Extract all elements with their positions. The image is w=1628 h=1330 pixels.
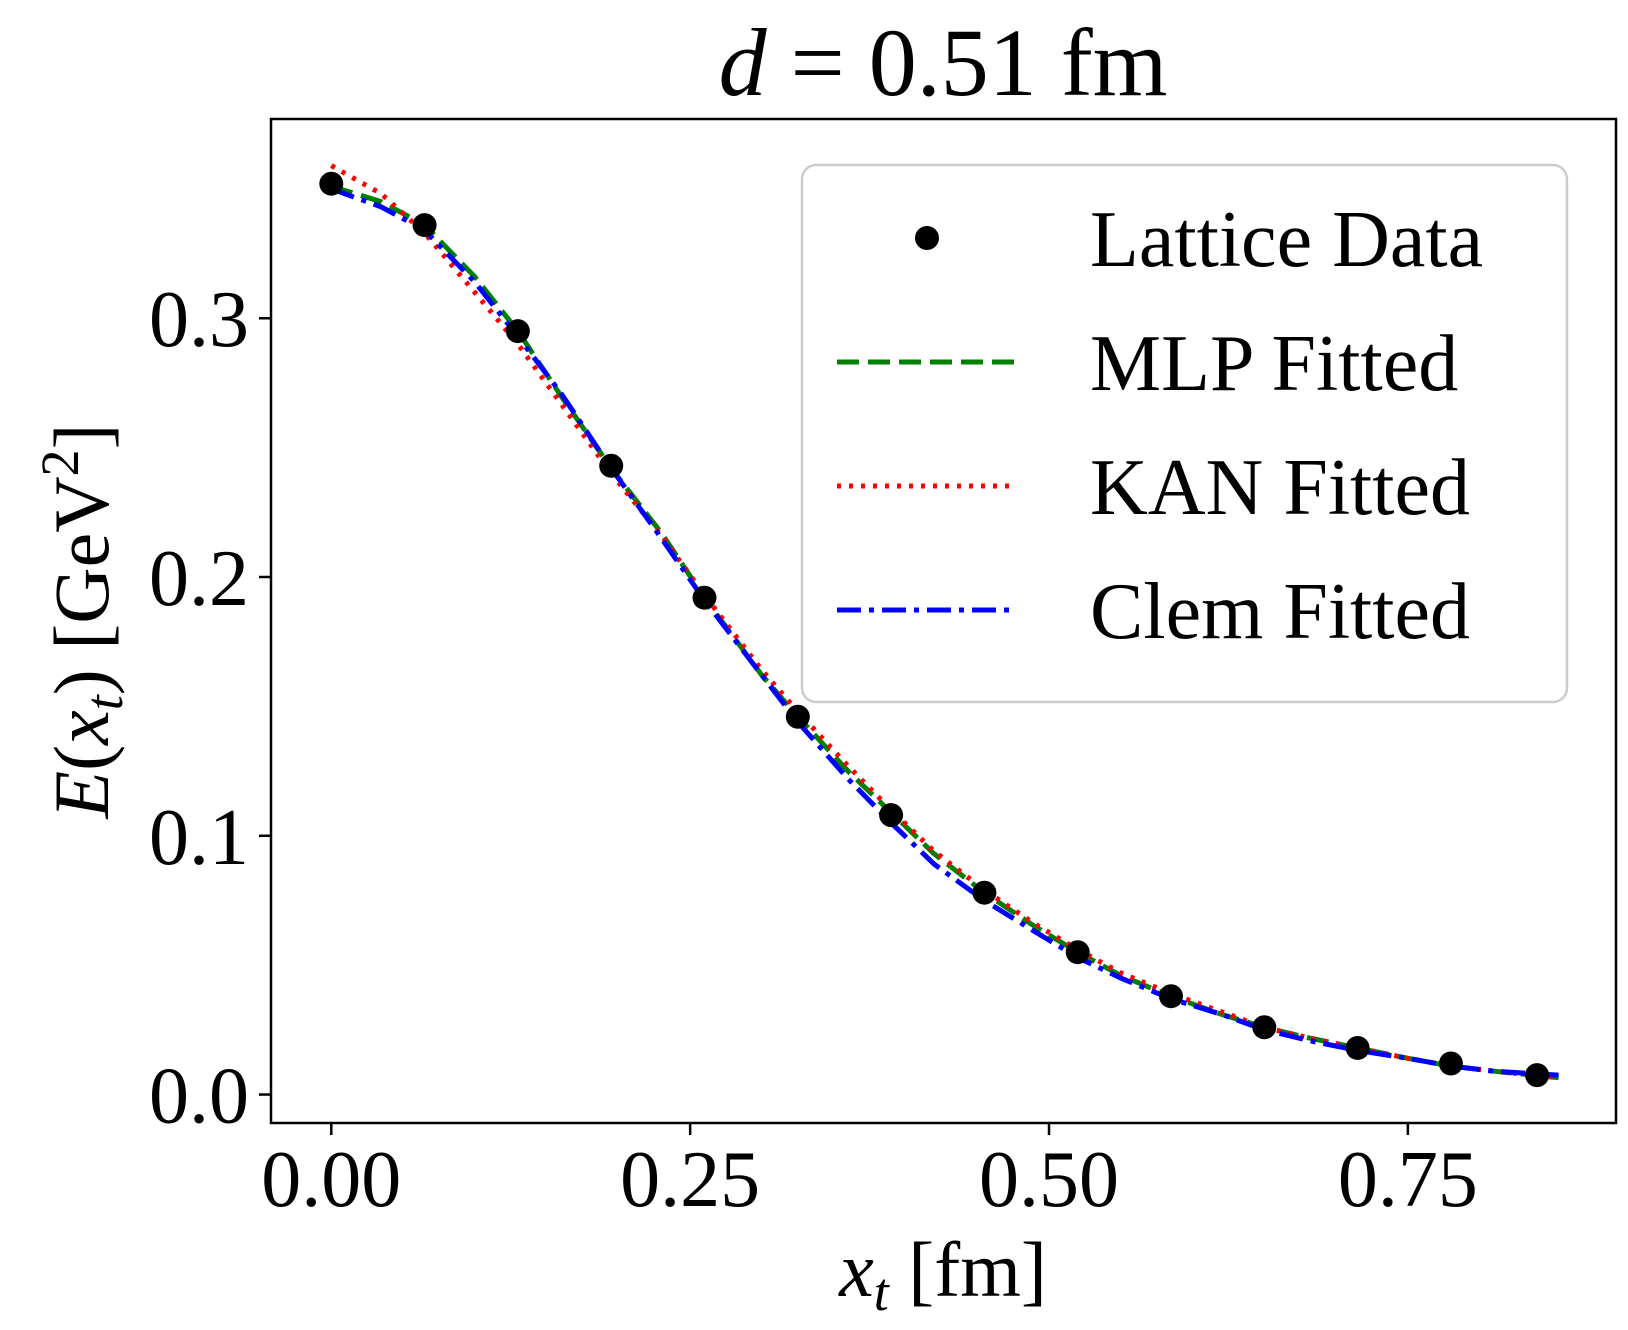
plot-area <box>269 117 1618 1125</box>
data-point <box>972 880 997 905</box>
data-point <box>785 704 810 729</box>
data-point <box>1438 1051 1463 1076</box>
x-tick-label: 0.00 <box>261 1136 401 1224</box>
legend-entries: Lattice Data MLP Fitted KAN Fitted Clem Fit… <box>837 196 1483 656</box>
x-axis-label-var: x <box>838 1226 874 1313</box>
legend-frame <box>800 163 1569 704</box>
data-point <box>1252 1015 1277 1040</box>
data-point <box>319 171 344 196</box>
x-axis-label-unit: [fm] <box>889 1226 1047 1313</box>
y-tick-label: 0.2 <box>149 535 249 623</box>
data-point <box>1159 984 1184 1009</box>
data-point <box>1345 1035 1370 1060</box>
y-tick-label: 0.3 <box>149 276 249 364</box>
x-ticks: 0.00 0.25 0.50 0.75 <box>261 1123 1478 1224</box>
x-tick-label: 0.50 <box>979 1136 1119 1224</box>
y-axis-label: E(xt) [GeV2] <box>30 423 134 819</box>
y-axis-label-fn: E <box>38 771 125 820</box>
data-point <box>1065 940 1090 965</box>
y-axis-label-open-paren: ( <box>38 745 125 771</box>
legend-label: MLP Fitted <box>1090 320 1458 408</box>
y-axis-label-close-paren: ) <box>38 669 125 695</box>
data-point <box>692 585 717 610</box>
legend-marker <box>915 226 939 250</box>
data-point <box>599 453 624 478</box>
legend-label: Lattice Data <box>1090 196 1483 284</box>
data-point <box>412 213 437 238</box>
x-tick-label: 0.25 <box>620 1136 760 1224</box>
legend-label: Clem Fitted <box>1090 568 1470 656</box>
x-axis-label: xt [fm] <box>838 1226 1047 1322</box>
y-axis-label-unit-sup: 2 <box>30 449 90 476</box>
y-tick-label: 0.0 <box>149 1053 249 1141</box>
data-point <box>1525 1063 1550 1088</box>
y-axis-label-unit-post: ] <box>38 423 125 449</box>
chart-title-rest: = 0.51 fm <box>767 9 1168 116</box>
y-tick-label: 0.1 <box>149 794 249 882</box>
legend: Lattice Data MLP Fitted KAN Fitted Clem Fit… <box>800 163 1569 704</box>
x-tick-label: 0.75 <box>1338 1136 1478 1224</box>
x-axis-label-sub: t <box>874 1262 891 1322</box>
legend-label: KAN Fitted <box>1090 444 1470 532</box>
series-layer <box>319 163 1559 1088</box>
chart-title-var: d <box>719 9 768 116</box>
data-point <box>879 803 904 828</box>
series-line <box>330 186 1559 1078</box>
y-axis-label-unit-pre: [GeV <box>38 476 125 669</box>
chart-title: d = 0.51 fm <box>719 9 1168 116</box>
y-ticks: 0.0 0.1 0.2 0.3 <box>149 276 271 1141</box>
y-axis-label-sub: t <box>74 693 134 710</box>
y-axis-label-var: x <box>38 710 125 746</box>
data-point <box>505 319 530 344</box>
